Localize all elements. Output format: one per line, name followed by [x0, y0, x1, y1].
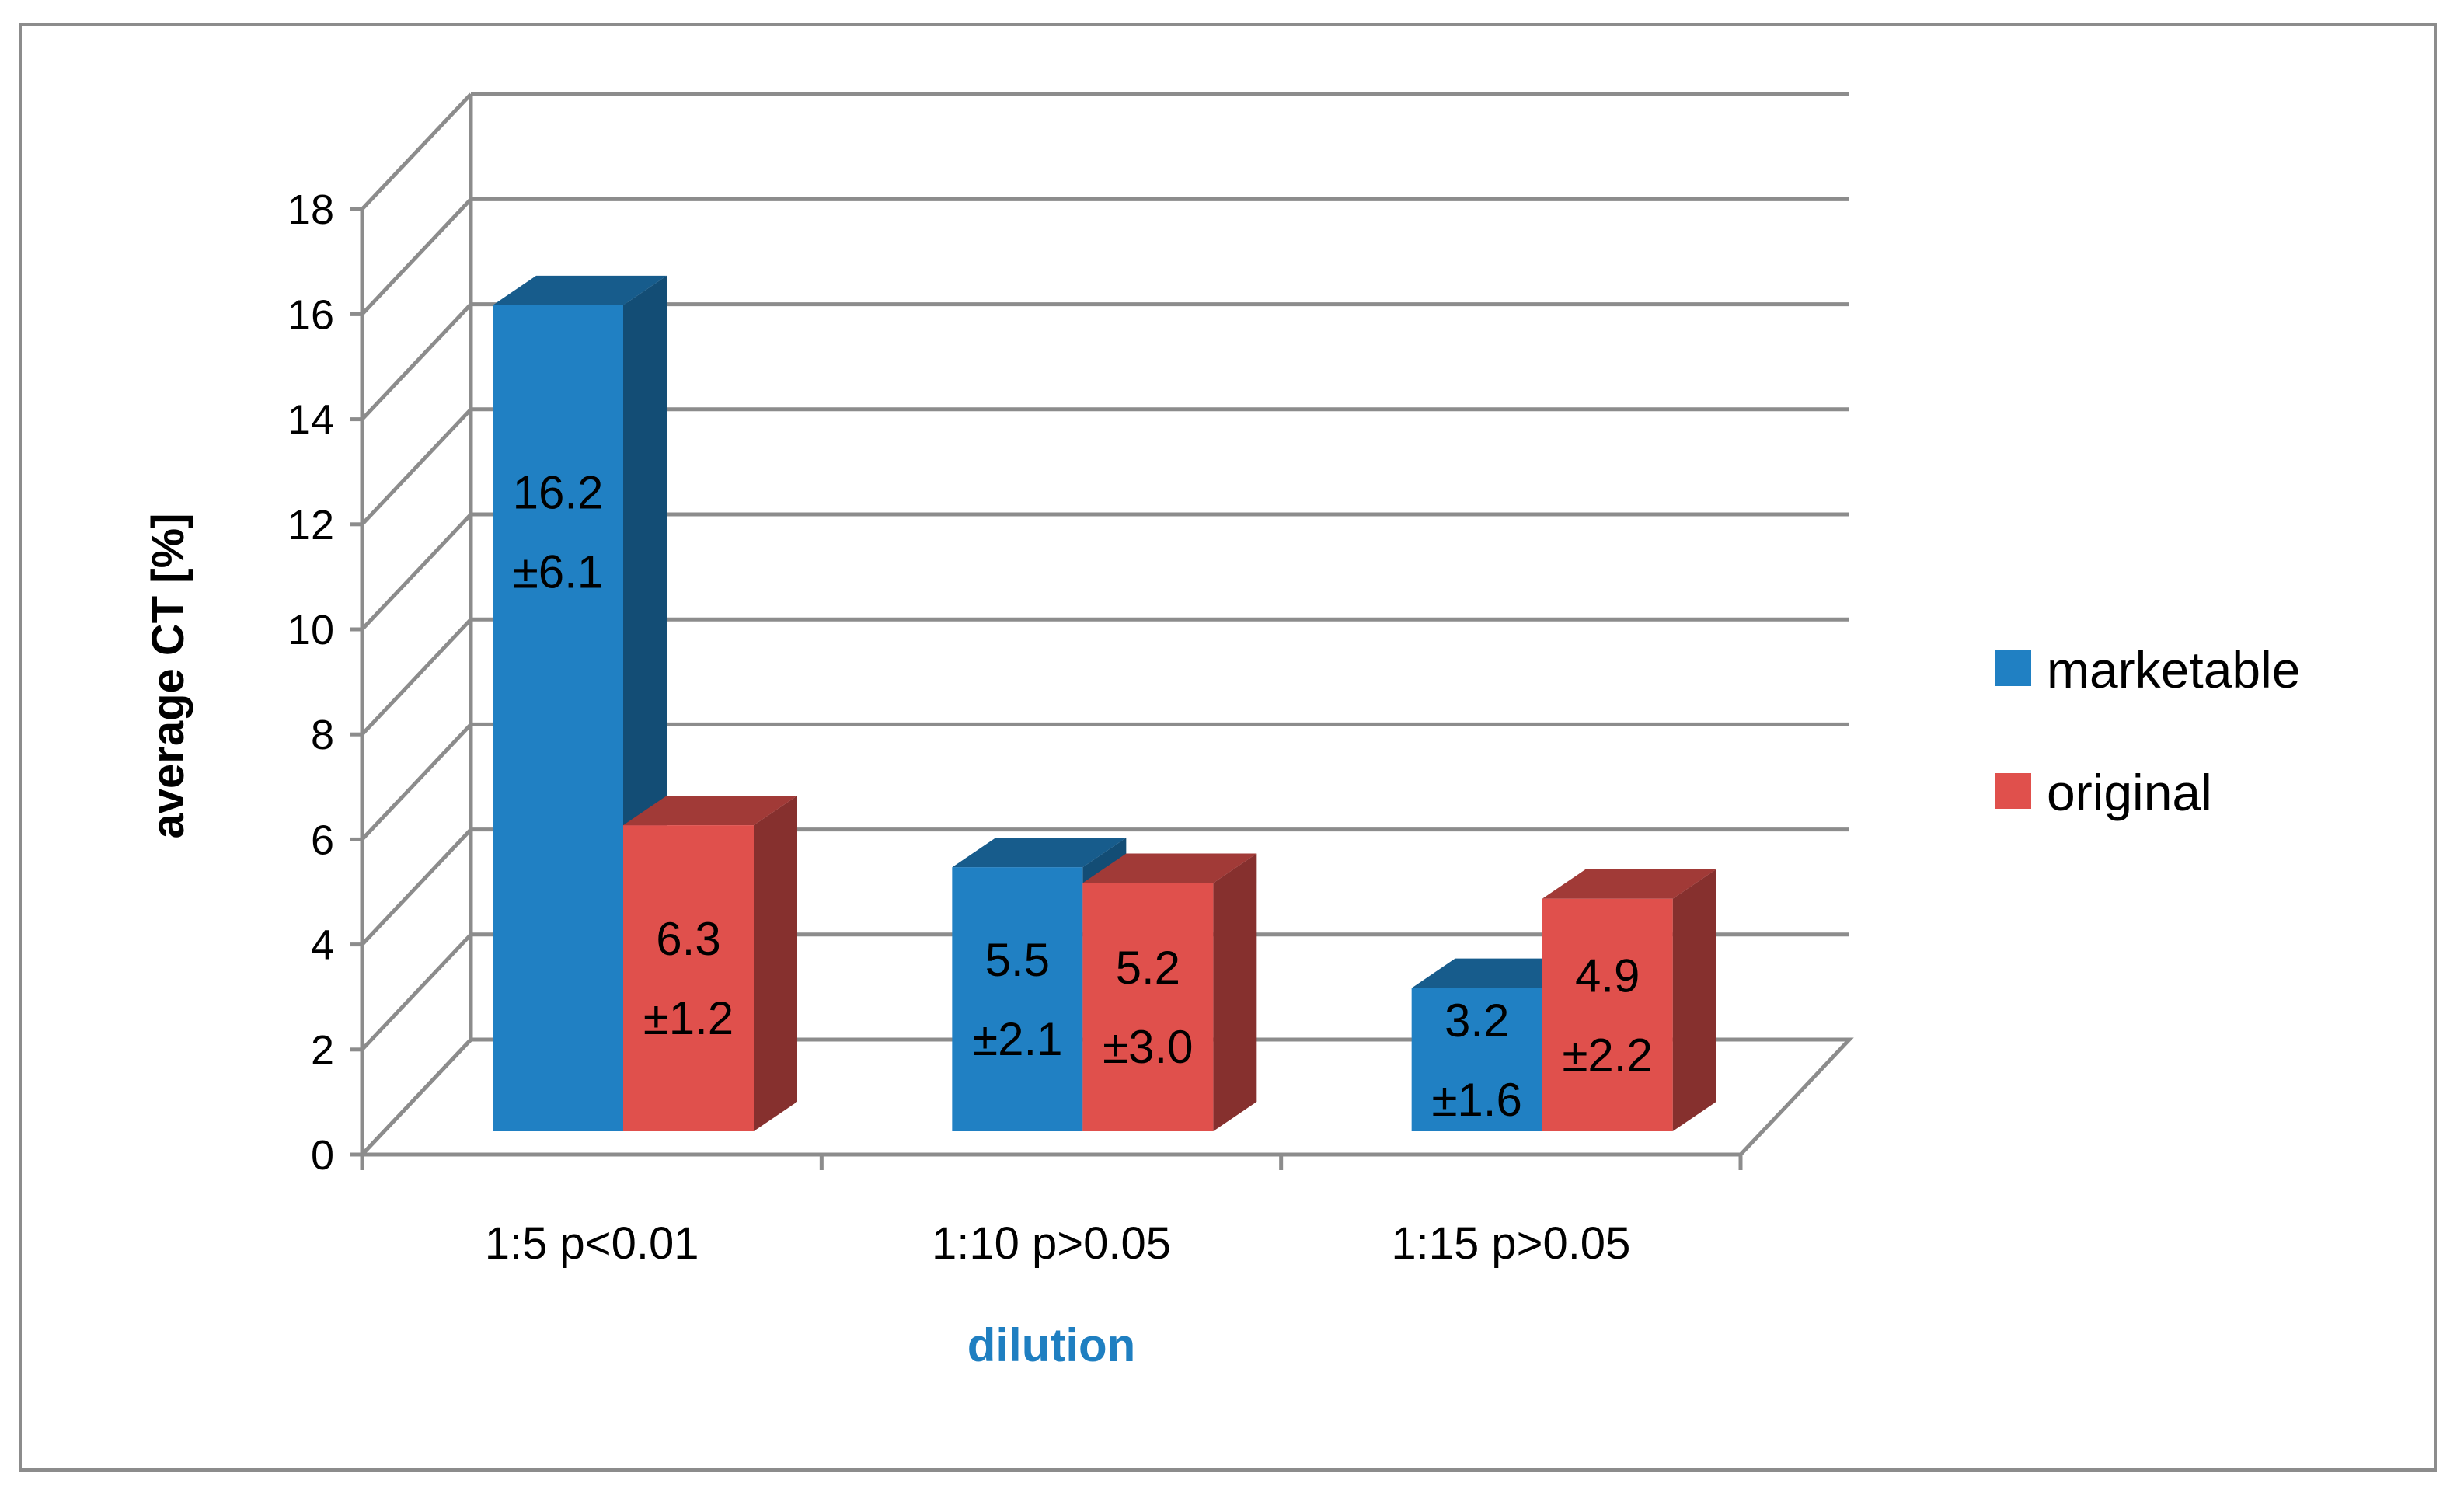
legend: marketable original [1995, 641, 2301, 821]
y-axis-title: average CT [%] [143, 513, 193, 838]
bars [493, 275, 1716, 1131]
legend-swatch-marketable [1995, 650, 2031, 686]
y-tick-label: 18 [288, 186, 334, 233]
side-gridline [361, 197, 472, 316]
bar-original [1082, 883, 1214, 1131]
y-tick-label: 4 [311, 922, 334, 969]
y-tick-labels: 0 2 4 6 8 10 12 14 16 18 [288, 186, 334, 1179]
side-gridline [361, 1038, 472, 1156]
bar-top [1542, 869, 1716, 899]
axes [350, 207, 1743, 1170]
y-tick-label: 12 [288, 502, 334, 549]
bar-error-label: ±6.1 [513, 546, 603, 598]
side-gridline [361, 513, 472, 631]
y-tick-label: 14 [288, 397, 334, 444]
legend-label-original: original [2047, 764, 2212, 821]
legend-label-marketable: marketable [2047, 641, 2301, 698]
bar-side [1213, 853, 1257, 1131]
bar-labels: 16.2 ±6.1 6.3 ±1.2 5.5 ±2.1 5.2 ±3.0 3.2 ±1.6 4.9 ±… [513, 467, 1653, 1126]
bar-marketable [952, 867, 1083, 1131]
side-gridline [361, 618, 472, 736]
bar-error-label: ±3.0 [1103, 1021, 1193, 1073]
bar-top [1082, 853, 1257, 883]
y-tick-label: 6 [311, 817, 334, 863]
bar-marketable [493, 305, 623, 1131]
y-tick-label: 16 [288, 291, 334, 338]
side-gridline [361, 408, 472, 526]
bar-value-label: 5.2 [1116, 942, 1180, 994]
bar-marketable [1411, 988, 1542, 1131]
bar-side [754, 796, 797, 1131]
x-axis-title: dilution [967, 1319, 1136, 1371]
y-tick-label: 8 [311, 712, 334, 758]
x-category-label: 1:15 p>0.05 [1391, 1218, 1630, 1269]
legend-swatch-original [1995, 773, 2031, 809]
side-gridline [361, 933, 472, 1051]
bar-side [1672, 869, 1716, 1131]
bar-error-label: ±2.1 [972, 1013, 1062, 1065]
bar-value-label: 6.3 [656, 913, 720, 965]
bar-top [493, 275, 667, 305]
bar-top [623, 796, 797, 826]
bar-original [1542, 898, 1673, 1131]
bar-error-label: ±1.6 [1431, 1074, 1521, 1126]
bar-error-label: ±1.2 [643, 992, 734, 1044]
bar-error-label: ±2.2 [1562, 1029, 1652, 1081]
bar-value-label: 16.2 [513, 467, 604, 519]
side-gridline [361, 92, 472, 211]
x-category-labels: 1:5 p<0.01 1:10 p>0.05 1:15 p>0.05 [485, 1218, 1631, 1269]
y-tick-label: 10 [288, 607, 334, 653]
bar-original [623, 825, 754, 1131]
y-tick-label: 0 [311, 1132, 334, 1179]
side-gridline [361, 302, 472, 421]
bar-value-label: 3.2 [1445, 995, 1509, 1047]
side-gridline [361, 827, 472, 946]
x-category-label: 1:5 p<0.01 [485, 1218, 699, 1269]
y-tick-label: 2 [311, 1027, 334, 1074]
chart-frame [19, 23, 2437, 1472]
bar-value-label: 4.9 [1575, 949, 1640, 1002]
side-gridline [361, 723, 472, 841]
bar-value-label: 5.5 [985, 934, 1050, 986]
x-category-label: 1:10 p>0.05 [932, 1218, 1171, 1269]
bar-top [952, 838, 1127, 868]
